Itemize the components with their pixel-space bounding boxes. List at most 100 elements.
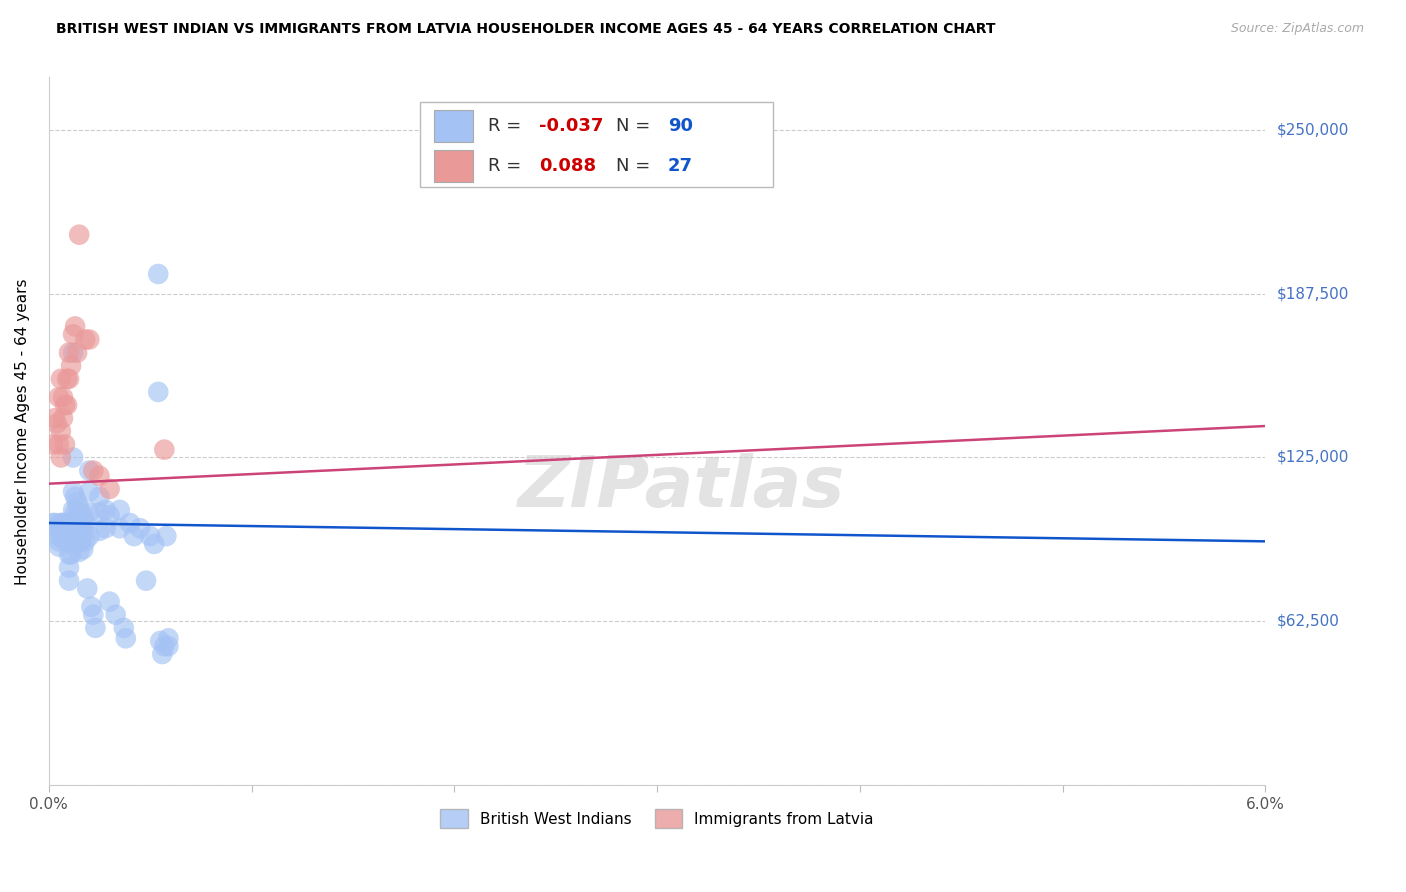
Point: [66, 345, 89, 359]
Point: [157, 639, 180, 653]
Point: [53, 437, 76, 451]
Point: [139, 529, 162, 543]
Point: [98, 482, 121, 496]
Point: [79, 484, 101, 499]
Point: [66, 524, 89, 538]
Point: [58, 524, 80, 538]
Point: [70, 506, 93, 520]
Point: [49, 372, 72, 386]
Point: [67, 545, 90, 559]
Point: [52, 521, 75, 535]
Point: [67, 227, 90, 242]
Point: [153, 639, 176, 653]
Point: [45, 417, 67, 431]
Point: [122, 529, 145, 543]
Point: [114, 632, 136, 646]
Point: [104, 607, 127, 622]
Point: [49, 450, 72, 465]
Point: [53, 526, 76, 541]
Text: N =: N =: [616, 117, 655, 135]
Point: [75, 516, 97, 530]
Point: [62, 503, 84, 517]
Point: [52, 516, 75, 530]
Text: BRITISH WEST INDIAN VS IMMIGRANTS FROM LATVIA HOUSEHOLDER INCOME AGES 45 - 64 YE: BRITISH WEST INDIAN VS IMMIGRANTS FROM L…: [56, 22, 995, 37]
Point: [60, 548, 83, 562]
Point: [48, 534, 70, 549]
Point: [150, 647, 173, 661]
Point: [112, 621, 135, 635]
Text: R =: R =: [488, 157, 533, 175]
FancyBboxPatch shape: [434, 150, 474, 182]
Point: [67, 500, 90, 515]
Text: 0.088: 0.088: [538, 157, 596, 175]
Point: [79, 529, 101, 543]
Point: [149, 634, 172, 648]
Point: [60, 359, 83, 373]
Point: [44, 516, 66, 530]
Point: [89, 524, 111, 538]
Point: [60, 516, 83, 530]
Text: ZIPatlas: ZIPatlas: [517, 453, 845, 523]
Point: [58, 534, 80, 549]
Text: 90: 90: [668, 117, 693, 135]
Point: [79, 333, 101, 347]
Point: [63, 537, 86, 551]
Point: [53, 532, 76, 546]
Point: [63, 319, 86, 334]
Point: [148, 267, 170, 281]
Point: [53, 516, 76, 530]
Point: [48, 437, 70, 451]
Point: [155, 529, 177, 543]
Point: [48, 529, 70, 543]
Point: [60, 537, 83, 551]
Point: [72, 510, 94, 524]
Point: [70, 518, 93, 533]
Point: [62, 516, 84, 530]
Point: [58, 560, 80, 574]
Text: 27: 27: [668, 157, 693, 175]
Point: [135, 574, 157, 588]
Point: [118, 516, 141, 530]
Point: [94, 503, 117, 517]
Point: [42, 516, 65, 530]
Point: [72, 542, 94, 557]
Point: [98, 508, 121, 523]
Point: [75, 333, 97, 347]
Point: [49, 516, 72, 530]
Point: [58, 516, 80, 530]
Text: -0.037: -0.037: [538, 117, 603, 135]
Point: [56, 516, 79, 530]
Point: [62, 450, 84, 465]
Point: [52, 532, 75, 546]
Point: [52, 411, 75, 425]
Text: $125,000: $125,000: [1277, 450, 1348, 465]
Point: [49, 424, 72, 438]
Point: [58, 574, 80, 588]
Text: $62,500: $62,500: [1277, 614, 1340, 629]
Point: [148, 384, 170, 399]
Point: [72, 526, 94, 541]
Text: R =: R =: [488, 117, 527, 135]
Point: [79, 506, 101, 520]
Point: [94, 521, 117, 535]
Point: [70, 534, 93, 549]
Point: [44, 411, 66, 425]
Point: [89, 490, 111, 504]
Point: [66, 508, 89, 523]
Legend: British West Indians, Immigrants from Latvia: British West Indians, Immigrants from La…: [434, 803, 880, 834]
FancyBboxPatch shape: [434, 110, 474, 142]
Point: [153, 442, 176, 457]
Point: [82, 464, 104, 478]
Point: [58, 345, 80, 359]
Point: [63, 506, 86, 520]
Point: [42, 437, 65, 451]
Point: [67, 513, 90, 527]
Text: N =: N =: [616, 157, 655, 175]
Point: [89, 506, 111, 520]
Point: [80, 599, 103, 614]
Text: Source: ZipAtlas.com: Source: ZipAtlas.com: [1230, 22, 1364, 36]
Point: [48, 524, 70, 538]
Y-axis label: Householder Income Ages 45 - 64 years: Householder Income Ages 45 - 64 years: [15, 278, 30, 584]
Point: [63, 490, 86, 504]
Point: [58, 548, 80, 562]
